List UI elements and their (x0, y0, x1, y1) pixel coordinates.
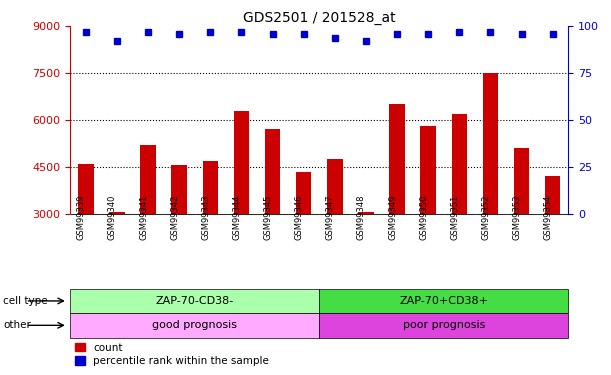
Bar (545, 176, 560, 214)
Bar (327, 159, 343, 214)
Bar (389, 104, 405, 214)
Bar (109, 212, 125, 214)
Bar (320, 313, 568, 338)
Text: GSM99345: GSM99345 (263, 195, 273, 240)
Text: GSM99348: GSM99348 (357, 195, 366, 240)
Text: GSM99350: GSM99350 (419, 195, 428, 240)
Text: GSM99343: GSM99343 (201, 195, 210, 240)
Bar (358, 212, 374, 214)
Text: GSM99347: GSM99347 (326, 195, 335, 240)
Text: GSM99342: GSM99342 (170, 195, 179, 240)
Bar (514, 148, 529, 214)
Text: other: other (3, 320, 31, 330)
Text: GSM99344: GSM99344 (232, 195, 241, 240)
Title: GDS2501 / 201528_at: GDS2501 / 201528_at (243, 11, 395, 25)
Bar (483, 73, 498, 214)
Text: GSM99341: GSM99341 (139, 195, 148, 240)
Text: GSM99339: GSM99339 (77, 195, 86, 240)
Bar (265, 129, 280, 214)
Bar (296, 172, 312, 214)
Text: GSM99346: GSM99346 (295, 195, 304, 240)
Text: poor prognosis: poor prognosis (403, 320, 485, 330)
Legend: count, percentile rank within the sample: count, percentile rank within the sample (76, 343, 269, 366)
Text: ZAP-70+CD38+: ZAP-70+CD38+ (399, 296, 488, 306)
Bar (141, 145, 156, 214)
Bar (78, 164, 93, 214)
Text: GSM99340: GSM99340 (108, 195, 117, 240)
Bar (202, 160, 218, 214)
Bar (452, 114, 467, 214)
Text: GSM99351: GSM99351 (450, 195, 459, 240)
Bar (70, 313, 320, 338)
Text: good prognosis: good prognosis (152, 320, 237, 330)
Text: ZAP-70-CD38-: ZAP-70-CD38- (156, 296, 234, 306)
Text: cell type: cell type (3, 296, 48, 306)
Bar (233, 111, 249, 214)
Bar (320, 289, 568, 313)
Text: GSM99353: GSM99353 (513, 195, 522, 240)
Text: GSM99354: GSM99354 (544, 195, 553, 240)
Bar (420, 126, 436, 214)
Text: GSM99349: GSM99349 (388, 195, 397, 240)
Text: GSM99352: GSM99352 (481, 195, 491, 240)
Bar (70, 289, 320, 313)
Bar (172, 165, 187, 214)
